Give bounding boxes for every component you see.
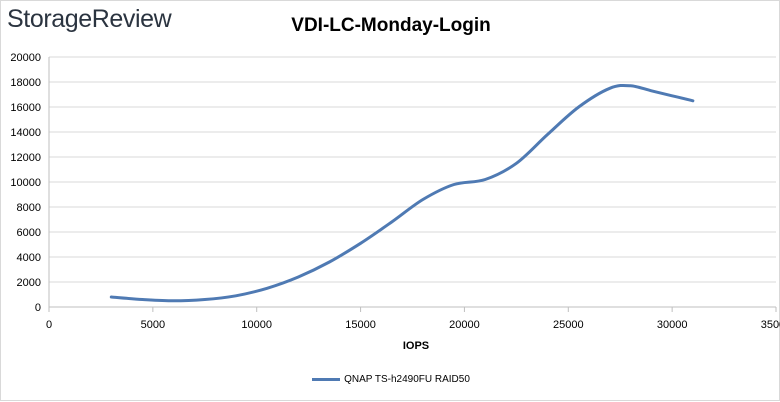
storagereview-logo: StorageReview — [7, 5, 172, 33]
y-tick-label: 16000 — [10, 102, 41, 114]
y-tick-label: 18000 — [10, 77, 41, 89]
y-tick-label: 8000 — [17, 202, 41, 214]
x-tick-label: 15000 — [345, 319, 376, 331]
legend-swatch — [312, 378, 341, 381]
y-tick-label: 10000 — [10, 177, 41, 189]
x-tick-label: 20000 — [449, 319, 480, 331]
series-line — [109, 83, 695, 303]
y-tick-label: 0 — [35, 302, 41, 314]
chart-title: VDI-LC-Monday-Login — [291, 15, 491, 36]
x-axis-label: IOPS — [402, 340, 430, 352]
chart-legend: QNAP TS-h2490FU RAID50 — [1, 374, 780, 385]
x-tick-label: 5000 — [141, 319, 165, 331]
x-tick-label: 0 — [46, 319, 52, 331]
x-tick-label: 25000 — [553, 319, 584, 331]
y-tick-label: 12000 — [10, 152, 41, 164]
x-tick-label: 30000 — [657, 319, 688, 331]
x-tick-label: 35000 — [761, 319, 780, 331]
y-tick-label: 4000 — [17, 252, 41, 264]
x-tick-label: 10000 — [241, 319, 272, 331]
y-tick-label: 20000 — [10, 52, 41, 64]
y-tick-label: 2000 — [17, 277, 41, 289]
y-tick-label: 14000 — [10, 127, 41, 139]
legend-label: QNAP TS-h2490FU RAID50 — [344, 374, 470, 385]
y-tick-label: 6000 — [17, 227, 41, 239]
